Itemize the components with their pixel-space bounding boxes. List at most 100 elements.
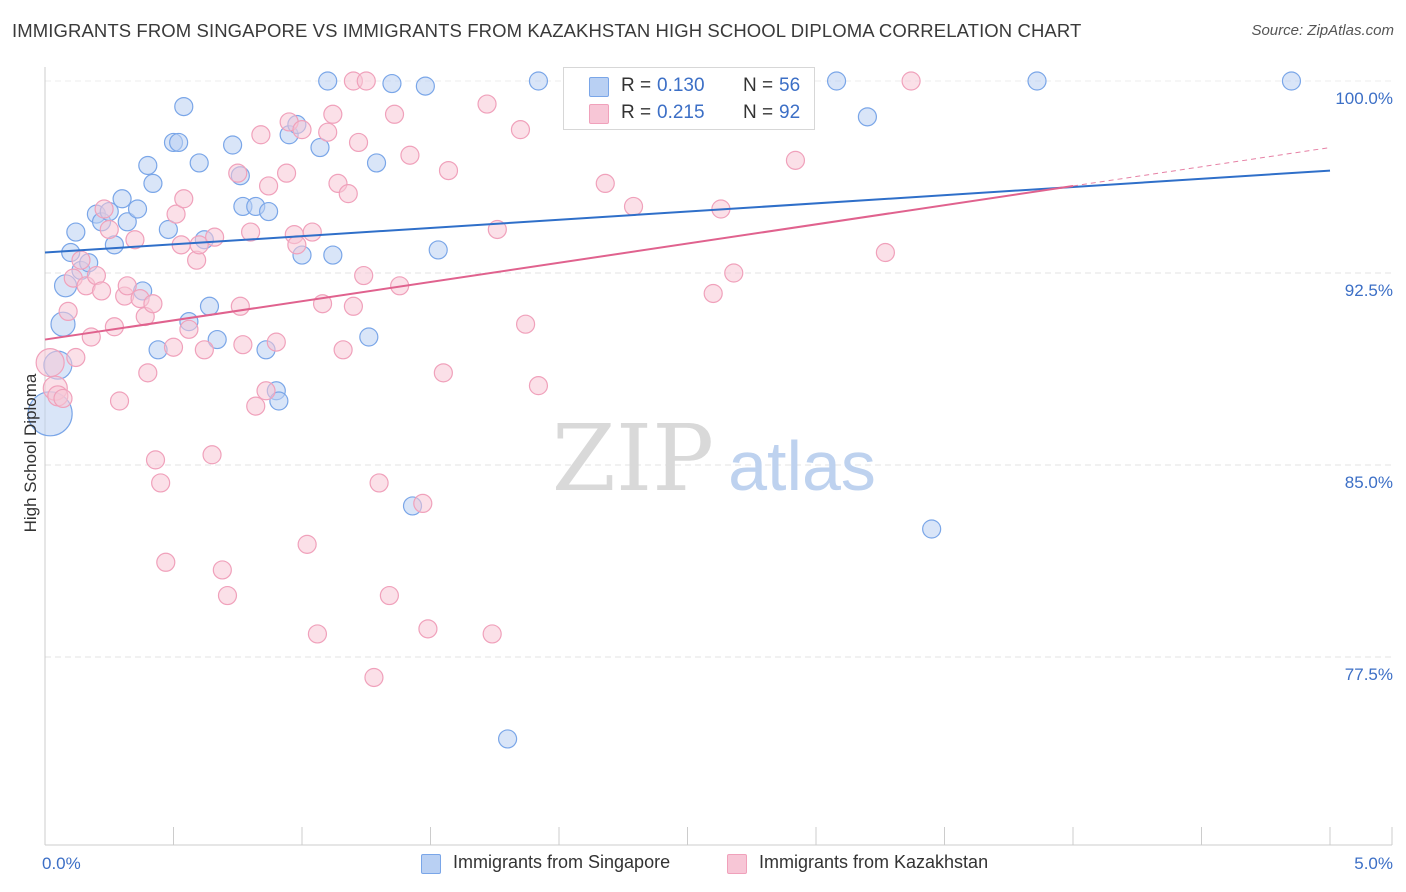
kazakhstan-point: [94, 199, 114, 219]
kazakhstan-point: [400, 145, 420, 165]
singapore-point: [428, 240, 448, 260]
singapore-point: [174, 96, 194, 117]
kazakhstan-n-value: 92: [779, 102, 801, 123]
singapore-swatch: [589, 77, 609, 97]
kazakhstan-point: [212, 560, 232, 580]
kazakhstan-point: [297, 534, 317, 554]
singapore-point: [528, 71, 549, 91]
kazakhstan-point: [66, 347, 86, 368]
kazakhstan-point: [433, 363, 453, 383]
kazakhstan-point: [71, 250, 91, 270]
x-tick-label: 5.0%: [1354, 854, 1393, 873]
singapore-point: [498, 729, 518, 749]
kazakhstan-point: [384, 104, 405, 124]
axes: [44, 67, 1393, 846]
kazakhstan-point: [256, 381, 276, 401]
r-label: R =: [621, 75, 652, 96]
singapore-legend-swatch: [421, 854, 441, 874]
kazakhstan-swatch: [589, 104, 609, 124]
kazakhstan-point: [174, 189, 194, 209]
kazakhstan-r-value: 0.215: [657, 102, 705, 123]
kazakhstan-point: [338, 184, 358, 204]
singapore-point: [258, 201, 279, 222]
kazakhstan-point: [156, 552, 176, 572]
n-label: N =: [743, 102, 774, 123]
kazakhstan-point: [125, 230, 145, 250]
kazakhstan-points: [35, 71, 921, 688]
y-tick-label: 77.5%: [1345, 665, 1393, 684]
x-tick-label: 0.0%: [42, 854, 81, 873]
kazakhstan-point: [785, 150, 806, 170]
kazakhstan-legend-label: Immigrants from Kazakhstan: [759, 852, 989, 872]
kazakhstan-point: [58, 301, 78, 321]
tick-labels: 100.0% 92.5% 85.0% 77.5% 0.0% 5.0%: [42, 89, 1393, 873]
singapore-n-value: 56: [779, 75, 801, 96]
kazakhstan-point: [179, 319, 199, 339]
kazakhstan-point: [143, 294, 163, 314]
kazakhstan-point: [413, 493, 433, 513]
kazakhstan-point: [251, 125, 271, 145]
singapore-point: [415, 76, 435, 96]
kazakhstan-point: [595, 173, 615, 193]
watermark: ZIP atlas: [552, 405, 876, 512]
singapore-point: [318, 71, 338, 91]
kazakhstan-point: [364, 667, 384, 688]
kazakhstan-trend-line: [44, 184, 1074, 341]
singapore-point: [143, 173, 163, 193]
kazakhstan-legend-swatch: [727, 854, 747, 874]
singapore-point: [158, 219, 178, 240]
singapore-point: [66, 222, 86, 242]
stats-legend: R = 0.130 N = 56 R = 0.215 N = 92: [563, 67, 815, 130]
kazakhstan-point: [875, 242, 895, 263]
y-axis-label: High School Diploma: [21, 373, 40, 533]
kazakhstan-point: [343, 296, 363, 316]
singapore-point: [310, 137, 330, 158]
kazakhstan-point: [99, 219, 119, 240]
singapore-point: [199, 296, 220, 316]
kazakhstan-point: [354, 265, 374, 286]
singapore-point: [857, 107, 878, 127]
kazakhstan-point: [104, 317, 124, 337]
y-tick-label: 100.0%: [1335, 89, 1393, 108]
singapore-point: [382, 73, 402, 94]
kazakhstan-trend-extension: [1072, 147, 1331, 187]
grid-lines: [45, 80, 1392, 658]
y-tick-label: 92.5%: [1345, 281, 1393, 300]
kazakhstan-point: [418, 619, 438, 639]
kazakhstan-point: [266, 332, 286, 352]
kazakhstan-point: [510, 120, 531, 140]
kazakhstan-point: [302, 222, 322, 242]
kazakhstan-point: [166, 204, 186, 224]
singapore-point: [169, 132, 189, 153]
kazakhstan-point: [258, 176, 279, 196]
singapore-point: [127, 199, 148, 219]
kazakhstan-point: [217, 585, 238, 606]
n-label: N =: [743, 75, 774, 96]
kazakhstan-point: [230, 296, 250, 316]
trend-lines: [44, 147, 1331, 341]
singapore-r-value: 0.130: [657, 75, 705, 96]
kazakhstan-point: [482, 624, 502, 644]
kazakhstan-point: [477, 94, 497, 114]
kazakhstan-point: [109, 391, 130, 411]
kazakhstan-point: [724, 263, 744, 283]
kazakhstan-point: [35, 348, 65, 378]
singapore-point: [323, 245, 343, 265]
kazakhstan-point: [205, 227, 225, 247]
singapore-point: [223, 135, 243, 155]
kazakhstan-point: [233, 335, 253, 355]
source-credit: Source: ZipAtlas.com: [1251, 22, 1394, 39]
kazakhstan-point: [53, 388, 73, 409]
kazakhstan-point: [623, 196, 644, 217]
kazakhstan-point: [189, 235, 209, 255]
kazakhstan-point: [292, 120, 312, 140]
kazakhstan-point: [901, 71, 921, 91]
kazakhstan-point: [703, 283, 723, 304]
kazakhstan-point: [228, 163, 248, 183]
kazakhstan-point: [117, 276, 137, 296]
kazakhstan-point: [487, 219, 507, 240]
singapore-point: [922, 519, 942, 539]
kazakhstan-point: [91, 281, 112, 301]
kazakhstan-point: [528, 376, 549, 396]
